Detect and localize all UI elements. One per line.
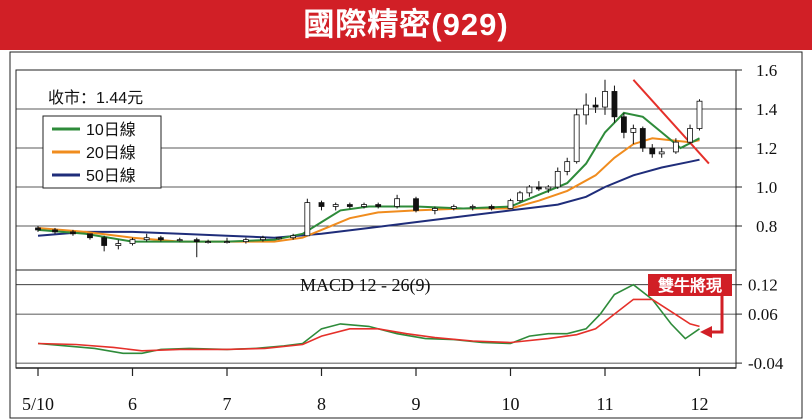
candle-body [611,91,618,118]
y-tick-label: 1.0 [756,178,777,197]
macd-tick-label: 0.12 [748,276,778,295]
legend-label-ma50: 50日線 [86,167,136,185]
candle-body [639,128,646,149]
candle-body [101,237,108,246]
candle-body [70,231,76,235]
y-tick-label: 1.6 [756,61,777,80]
x-tick-label: 10 [502,394,520,414]
candle-body [545,186,552,190]
candle-body [672,141,679,153]
candle-body [564,161,571,172]
candle-body [242,239,249,242]
candle-body [176,239,183,242]
trendline [632,79,710,165]
macd-lines [37,283,700,355]
title-bar [0,0,812,50]
candle-body [361,204,367,207]
macd-tick-label: 0.06 [748,305,778,324]
y-tick-labels: 1.6 1.4 1.2 1.0 0.8 0.12 0.06 -0.04 [736,61,784,373]
candle-body [649,147,656,155]
y-tick-label: 1.4 [756,100,778,119]
macd-title: MACD 12 - 26(9) [300,275,431,296]
candle-body [469,206,476,208]
candle-body [583,104,589,116]
candle-body [431,208,438,211]
candle-body [658,151,665,155]
x-tick-label: 5/10 [22,394,54,414]
annotation-box [648,274,732,296]
candle-body [143,237,150,241]
close-price-label: 收市：1.44元 [48,89,143,107]
annotation-arrow-shaft [712,296,724,334]
y-tick-label: 0.8 [756,217,777,236]
candle-body [276,237,282,240]
candle-body [87,233,93,239]
chart-title: 國際精密(929) [303,7,509,42]
candle-body [35,227,41,231]
ma50-line [37,158,700,239]
candle-body [193,239,200,242]
candle-body [450,206,457,209]
macd-tick-label: -0.04 [748,354,784,373]
macd-panel [15,269,737,369]
candle-body [224,241,230,244]
candle-body [517,192,523,202]
legend-label-ma20: 20日線 [86,144,136,162]
candle-body [318,202,325,207]
candle-body [554,170,561,188]
candle-body [630,128,637,133]
ma10-line [37,111,700,243]
candlesticks [35,79,703,258]
annotation-label: 雙牛將現 [658,276,722,295]
candle-body [687,128,693,143]
x-tick-labels: 5/10 6 7 8 9 10 11 12 [22,368,709,414]
candle-body [488,206,495,209]
x-tick-label: 12 [691,394,709,414]
x-tick-label: 7 [223,394,232,414]
candle-body [304,202,311,237]
candle-body [535,186,542,190]
candle-body [621,116,627,133]
candle-body [52,229,58,233]
candle-body [696,100,703,129]
y-tick-label: 1.2 [756,139,777,158]
candle-body [260,237,266,241]
candle-body [205,241,212,244]
candle-body [592,104,599,108]
candle-body [129,239,136,244]
candle-body [413,198,419,211]
outer-frame [9,51,803,419]
candle-body [157,237,164,241]
candle-body [290,235,297,239]
candle-body [602,91,608,108]
macd-gridlines [16,284,736,364]
x-tick-label: 11 [596,394,613,414]
candle-body [573,114,580,163]
candle-body [332,204,339,207]
candle-body [346,204,353,207]
candle-body [507,200,514,209]
x-tick-label: 8 [317,394,326,414]
candle-body [526,186,533,194]
legend-label-ma10: 10日線 [86,121,136,139]
signal-line [37,298,700,352]
annotation-arrow-head [700,326,712,338]
candle-body [115,243,122,246]
x-tick-label: 9 [412,394,421,414]
candle-body [394,198,401,207]
candle-body [375,204,382,207]
x-tick-label: 6 [128,394,137,414]
